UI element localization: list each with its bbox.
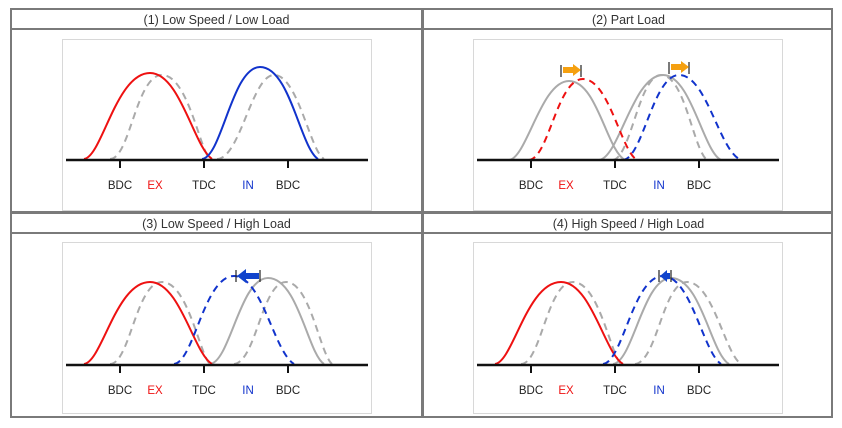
exhaust-curve	[83, 71, 213, 160]
grid-divider-middle	[12, 211, 833, 214]
label-bdc-2: BDC	[687, 180, 711, 192]
panel-3-diagram: BDC EX TDC IN BDC	[62, 242, 372, 414]
intake-ghost-dashed-curve	[233, 280, 333, 365]
exhaust-curve	[494, 280, 624, 365]
panel-4-title: (4) High Speed / High Load	[552, 217, 705, 231]
label-tdc: TDC	[192, 385, 216, 397]
panel-4-diagram: BDC EX TDC IN BDC	[473, 242, 783, 414]
label-tdc: TDC	[603, 385, 627, 397]
label-in: IN	[242, 385, 254, 397]
label-bdc-2: BDC	[276, 180, 300, 192]
intake-curve	[201, 65, 319, 160]
label-bdc-1: BDC	[108, 385, 132, 397]
label-bdc-1: BDC	[108, 180, 132, 192]
intake-curve	[173, 274, 295, 365]
grid-divider-title-2	[424, 28, 833, 30]
panel-2-title: (2) Part Load	[592, 13, 665, 27]
exhaust-ghost-curve	[109, 280, 211, 365]
intake-advance-arrow-icon	[235, 269, 261, 283]
label-tdc: TDC	[603, 180, 627, 192]
intake-advance-arrow-icon	[658, 270, 672, 282]
exhaust-curve	[528, 77, 638, 161]
label-bdc-2: BDC	[276, 385, 300, 397]
label-bdc-2: BDC	[687, 385, 711, 397]
panel-grid: (1) Low Speed / Low Load (2) Part Load (…	[10, 8, 833, 418]
exhaust-ghost-curve	[109, 73, 211, 160]
grid-divider-title-4	[424, 232, 833, 234]
label-tdc: TDC	[192, 180, 216, 192]
exhaust-curve	[83, 280, 213, 365]
exhaust-ghost-curve	[508, 79, 626, 161]
label-in: IN	[653, 180, 665, 192]
label-bdc-1: BDC	[519, 385, 543, 397]
grid-divider-title-3	[12, 232, 421, 234]
label-ex: EX	[558, 180, 574, 192]
panel-1-diagram: BDC EX TDC IN BDC	[62, 39, 372, 211]
exhaust-ghost-curve	[520, 280, 622, 365]
label-ex: EX	[558, 385, 574, 397]
label-ex: EX	[147, 180, 163, 192]
intake-ghost-dashed-curve	[634, 280, 742, 365]
label-ex: EX	[147, 385, 163, 397]
label-in: IN	[242, 180, 254, 192]
grid-divider-title-1	[12, 28, 421, 30]
label-in: IN	[653, 385, 665, 397]
panel-1-title: (1) Low Speed / Low Load	[143, 13, 290, 27]
intake-ghost-curve	[209, 276, 325, 365]
intake-ghost-curve	[216, 73, 325, 160]
panel-2-diagram: BDC EX TDC IN BDC	[473, 39, 783, 211]
panel-3-title: (3) Low Speed / High Load	[142, 217, 291, 231]
exhaust-retard-arrow-icon	[560, 64, 582, 77]
intake-ghost-dashed-curve	[612, 73, 708, 161]
label-bdc-1: BDC	[519, 180, 543, 192]
intake-ghost-curve	[598, 73, 722, 161]
intake-curve	[622, 73, 742, 161]
intake-retard-arrow-icon	[668, 61, 690, 74]
